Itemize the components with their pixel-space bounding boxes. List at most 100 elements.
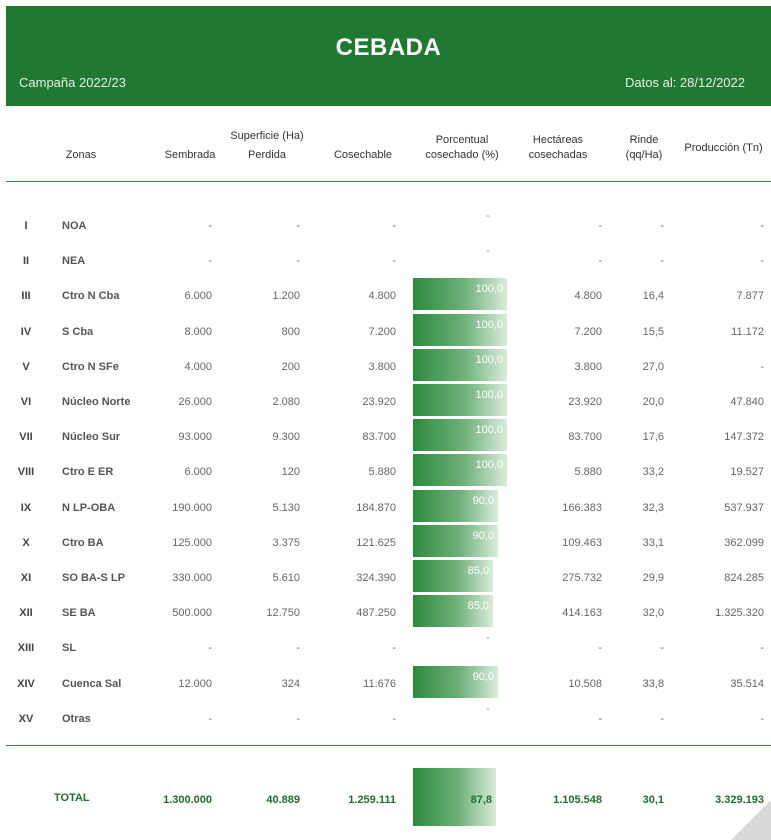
row-perdida: - bbox=[296, 255, 300, 267]
row-hectareas: 5.880 bbox=[574, 466, 602, 478]
col-sembrada: Sembrada bbox=[164, 149, 216, 161]
row-produccion: - bbox=[760, 642, 764, 654]
row-pct-empty: - bbox=[486, 210, 490, 222]
row-hectareas: 10.508 bbox=[568, 678, 602, 690]
total-label: TOTAL bbox=[54, 792, 90, 804]
row-cosechable: 3.800 bbox=[368, 361, 396, 373]
row-zone-number: XV bbox=[18, 713, 34, 725]
row-zone-name: Cuenca Sal bbox=[62, 678, 122, 690]
total-sembrada: 1.300.000 bbox=[163, 794, 212, 806]
row-pct-label: 100,0 bbox=[475, 459, 503, 471]
row-sembrada: 93.000 bbox=[178, 431, 212, 443]
row-sembrada: - bbox=[208, 220, 212, 232]
total-perdida: 40.889 bbox=[266, 794, 300, 806]
row-zone-name: Otras bbox=[62, 713, 91, 725]
row-zone-number: X bbox=[22, 537, 30, 549]
row-produccion: 7.877 bbox=[736, 290, 764, 302]
row-zone-name: S Cba bbox=[62, 326, 94, 338]
row-zone-number: XIII bbox=[17, 642, 35, 654]
header-divider bbox=[6, 181, 771, 182]
col-hectareas-line1: Hectáreas bbox=[532, 134, 584, 146]
row-pct-label: 100,0 bbox=[475, 354, 503, 366]
row-sembrada: - bbox=[208, 255, 212, 267]
row-pct-bar bbox=[413, 560, 493, 592]
row-produccion: - bbox=[760, 255, 764, 267]
campaign-label: Campaña 2022/23 bbox=[19, 75, 126, 90]
row-sembrada: 125.000 bbox=[172, 537, 212, 549]
row-zone-name: Ctro BA bbox=[62, 537, 104, 549]
row-zone-name: N LP-OBA bbox=[62, 502, 116, 514]
row-cosechable: 11.676 bbox=[363, 678, 396, 690]
row-cosechable: - bbox=[392, 255, 396, 267]
row-zone-number: XI bbox=[20, 572, 32, 584]
row-produccion: 824.285 bbox=[724, 572, 764, 584]
row-hectareas: 414.163 bbox=[562, 607, 602, 619]
row-cosechable: 324.390 bbox=[356, 572, 396, 584]
row-pct-label: 90,0 bbox=[472, 530, 494, 542]
row-rinde: 15,5 bbox=[642, 326, 664, 338]
row-pct-label: 100,0 bbox=[475, 424, 503, 436]
row-rinde: 33,1 bbox=[642, 537, 664, 549]
row-pct-bar bbox=[413, 525, 498, 557]
row-pct-bar bbox=[413, 314, 507, 346]
row-pct-label: 90,0 bbox=[472, 495, 494, 507]
row-pct-empty: - bbox=[486, 703, 490, 715]
row-cosechable: - bbox=[392, 713, 396, 725]
total-pct-bar bbox=[413, 768, 496, 826]
row-produccion: 147.372 bbox=[724, 431, 764, 443]
row-pct-label: 90,0 bbox=[472, 671, 494, 683]
row-zone-name: NOA bbox=[62, 220, 87, 232]
row-perdida: 120 bbox=[281, 466, 300, 478]
row-zone-number: XIV bbox=[17, 678, 35, 690]
row-pct-bar bbox=[413, 384, 507, 416]
row-zone-number: IV bbox=[20, 326, 32, 338]
row-cosechable: - bbox=[392, 642, 396, 654]
row-zone-name: SO BA-S LP bbox=[62, 572, 125, 584]
row-cosechable: 487.250 bbox=[356, 607, 396, 619]
row-rinde: 27,0 bbox=[642, 361, 664, 373]
row-produccion: - bbox=[760, 361, 764, 373]
row-pct-label: 100,0 bbox=[475, 389, 503, 401]
row-sembrada: 26.000 bbox=[178, 396, 212, 408]
row-zone-name: NEA bbox=[62, 255, 86, 267]
row-cosechable: 23.920 bbox=[362, 396, 396, 408]
row-perdida: 12.750 bbox=[266, 607, 300, 619]
row-hectareas: - bbox=[598, 642, 602, 654]
row-perdida: 5.610 bbox=[272, 572, 300, 584]
row-hectareas: - bbox=[598, 220, 602, 232]
row-produccion: 19.527 bbox=[730, 466, 764, 478]
col-zonas: Zonas bbox=[65, 149, 97, 161]
col-porcentual-line1: Porcentual bbox=[435, 134, 489, 146]
total-hectareas: 1.105.548 bbox=[553, 794, 602, 806]
row-perdida: 2.080 bbox=[272, 396, 300, 408]
row-sembrada: 6.000 bbox=[184, 466, 212, 478]
row-pct-empty: - bbox=[486, 245, 490, 257]
row-produccion: - bbox=[760, 713, 764, 725]
row-sembrada: 12.000 bbox=[178, 678, 212, 690]
row-rinde: 33,2 bbox=[642, 466, 664, 478]
row-zone-number: VIII bbox=[17, 466, 35, 478]
data-date-label: Datos al: 28/12/2022 bbox=[625, 75, 745, 90]
row-perdida: 9.300 bbox=[272, 431, 300, 443]
col-rinde-line2: (qq/Ha) bbox=[625, 149, 663, 161]
row-hectareas: - bbox=[598, 255, 602, 267]
total-divider bbox=[6, 745, 771, 746]
row-perdida: - bbox=[296, 642, 300, 654]
row-rinde: 16,4 bbox=[642, 290, 664, 302]
total-pct-label: 87,8 bbox=[470, 794, 492, 806]
row-cosechable: - bbox=[392, 220, 396, 232]
row-perdida: - bbox=[296, 713, 300, 725]
col-porcentual-line2: cosechado (%) bbox=[425, 149, 499, 161]
page-corner-fold bbox=[731, 800, 771, 840]
row-perdida: 1.200 bbox=[272, 290, 300, 302]
row-perdida: 5.130 bbox=[272, 502, 300, 514]
row-pct-bar bbox=[413, 490, 498, 522]
row-zone-number: IX bbox=[20, 502, 32, 514]
report-title: CEBADA bbox=[335, 34, 442, 61]
row-sembrada: 8.000 bbox=[184, 326, 212, 338]
row-rinde: 17,6 bbox=[642, 431, 664, 443]
row-cosechable: 83.700 bbox=[362, 431, 396, 443]
row-cosechable: 4.800 bbox=[368, 290, 396, 302]
row-zone-number: XII bbox=[19, 607, 33, 619]
row-rinde: 32,3 bbox=[642, 502, 664, 514]
